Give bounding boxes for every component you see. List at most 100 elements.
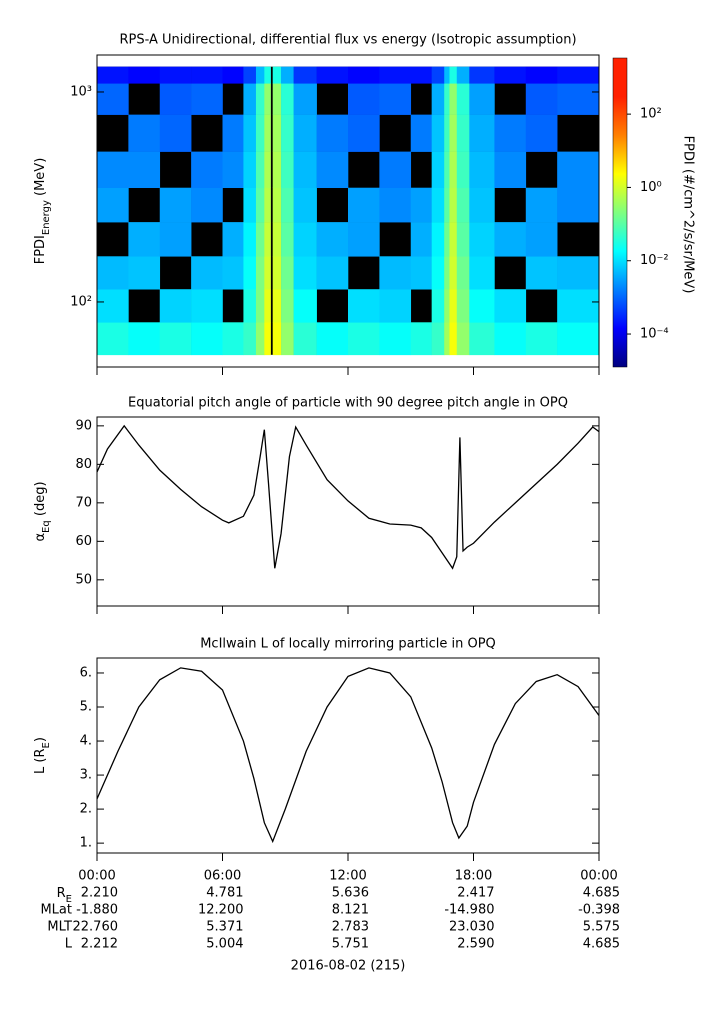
- spectrogram-cell: [449, 322, 458, 356]
- colorbar-tick-label: 10²: [640, 107, 662, 122]
- spectrogram-cell: [281, 322, 294, 356]
- y-axis-label-part: α: [33, 533, 48, 542]
- spectrogram-cell: [264, 114, 271, 152]
- plot-frame: [96, 416, 600, 607]
- spectrogram-cell: [293, 83, 317, 115]
- spectrogram-cell: [444, 256, 450, 290]
- spectrogram-cell: [449, 256, 458, 290]
- spectrogram-cell: [97, 289, 129, 323]
- ephemeris-label-part: R: [57, 886, 66, 901]
- spectrogram-cell: [410, 256, 432, 290]
- colorbar: [612, 57, 628, 368]
- spectrogram-cell: [264, 256, 271, 290]
- y-axis-label-part: ): [33, 737, 48, 742]
- spectrogram-cell: [379, 66, 412, 84]
- spectrogram-cell: [243, 114, 257, 152]
- spectrogram-cell: [469, 222, 495, 257]
- spectrogram-cell: [159, 114, 192, 152]
- spectrogram-cell: [264, 322, 271, 356]
- x-tick-label: 00:00: [78, 869, 115, 884]
- x-tick-label: 12:00: [329, 869, 366, 884]
- ephemeris-value: 4.781: [206, 886, 243, 901]
- spectrogram-cell: [128, 114, 161, 152]
- spectrogram-cell: [525, 66, 558, 84]
- spectrogram-cell: [191, 322, 223, 356]
- spectrogram-cell: [272, 256, 282, 290]
- spectrogram-cell: [525, 83, 558, 115]
- y-axis-label-part: Energy: [41, 200, 52, 235]
- ephemeris-value: 2.210: [81, 886, 118, 901]
- ephemeris-value: 23.030: [449, 920, 495, 935]
- ephemeris-value: 2.783: [332, 920, 369, 935]
- spectrogram-cell: [281, 114, 294, 152]
- spectrogram-cell: [431, 256, 445, 290]
- spectrogram-cell: [255, 222, 265, 257]
- spectrogram-cell: [316, 151, 349, 189]
- ephemeris-value: 8.121: [332, 903, 369, 918]
- y-axis-label: FPDIEnergy (MeV): [33, 158, 52, 265]
- spectrogram-cell: [444, 83, 450, 115]
- plot-frame: [96, 657, 600, 854]
- y-axis-label: αEq (deg): [33, 481, 52, 541]
- spectrogram-cell: [281, 66, 294, 84]
- spectrogram-cell: [255, 151, 265, 189]
- ephemeris-value: 2.212: [81, 937, 118, 952]
- ephemeris-value: -14.980: [444, 903, 494, 918]
- y-axis-label-part: FPDI: [33, 235, 48, 264]
- spectrogram-cell: [348, 289, 380, 323]
- spectrogram-cell: [449, 187, 458, 223]
- spectrogram-cell: [159, 83, 192, 115]
- y-axis-label: L (RE): [33, 737, 52, 774]
- ephemeris-value: 2.417: [457, 886, 494, 901]
- spectrogram-cell: [456, 83, 470, 115]
- spectrogram-cell: [243, 222, 257, 257]
- spectrogram-cell: [410, 187, 432, 223]
- spectrogram-cell: [222, 114, 244, 152]
- spectrogram-cell: [243, 151, 257, 189]
- spectrogram-cell: [494, 222, 527, 257]
- spectrogram-cell: [243, 322, 257, 356]
- y-tick-label: 10²: [70, 294, 92, 309]
- spectrogram-cell: [159, 222, 192, 257]
- spectrogram-cell: [264, 222, 271, 257]
- spectrogram-cell: [444, 289, 450, 323]
- spectrogram-cell: [128, 222, 161, 257]
- spectrogram-cell: [557, 289, 600, 323]
- spectrogram-cell: [293, 66, 317, 84]
- spectrogram-cell: [255, 114, 265, 152]
- spectrogram-cell: [293, 289, 317, 323]
- spectrogram-cell: [444, 114, 450, 152]
- spectrogram-cell: [557, 187, 600, 223]
- spectrogram-cell: [191, 256, 223, 290]
- y-tick-label: 5.: [80, 700, 92, 715]
- y-tick-label: 2.: [80, 802, 92, 817]
- spectrogram-cell: [97, 187, 129, 223]
- spectrogram-cell: [456, 322, 470, 356]
- spectrogram-cell: [272, 66, 282, 84]
- spectrogram-cell: [316, 114, 349, 152]
- spectrogram-cell: [410, 322, 432, 356]
- data-line: [96, 424, 600, 570]
- spectrogram-cell: [444, 187, 450, 223]
- spectrogram-cell: [449, 83, 458, 115]
- spectrogram-cell: [494, 289, 527, 323]
- ephemeris-value: 2.590: [457, 937, 494, 952]
- spectrogram-cell: [264, 187, 271, 223]
- spectrogram-cell: [469, 151, 495, 189]
- spectrogram-cell: [444, 322, 450, 356]
- y-tick-label: 50: [75, 572, 92, 587]
- spectrogram-cell: [469, 66, 495, 84]
- spectrogram-cell: [159, 66, 192, 84]
- spectrogram-cell: [469, 322, 495, 356]
- spectrogram-cell: [456, 187, 470, 223]
- ephemeris-label-part: E: [66, 894, 72, 905]
- spectrogram-cell: [494, 322, 527, 356]
- spectrogram-cell: [348, 66, 380, 84]
- spectrogram-cell: [449, 222, 458, 257]
- spectrogram-cell: [222, 256, 244, 290]
- ephemeris-value: 4.685: [583, 937, 620, 952]
- spectrogram-cell: [348, 187, 380, 223]
- spectrogram-cell: [494, 66, 527, 84]
- spectrogram-cell: [272, 187, 282, 223]
